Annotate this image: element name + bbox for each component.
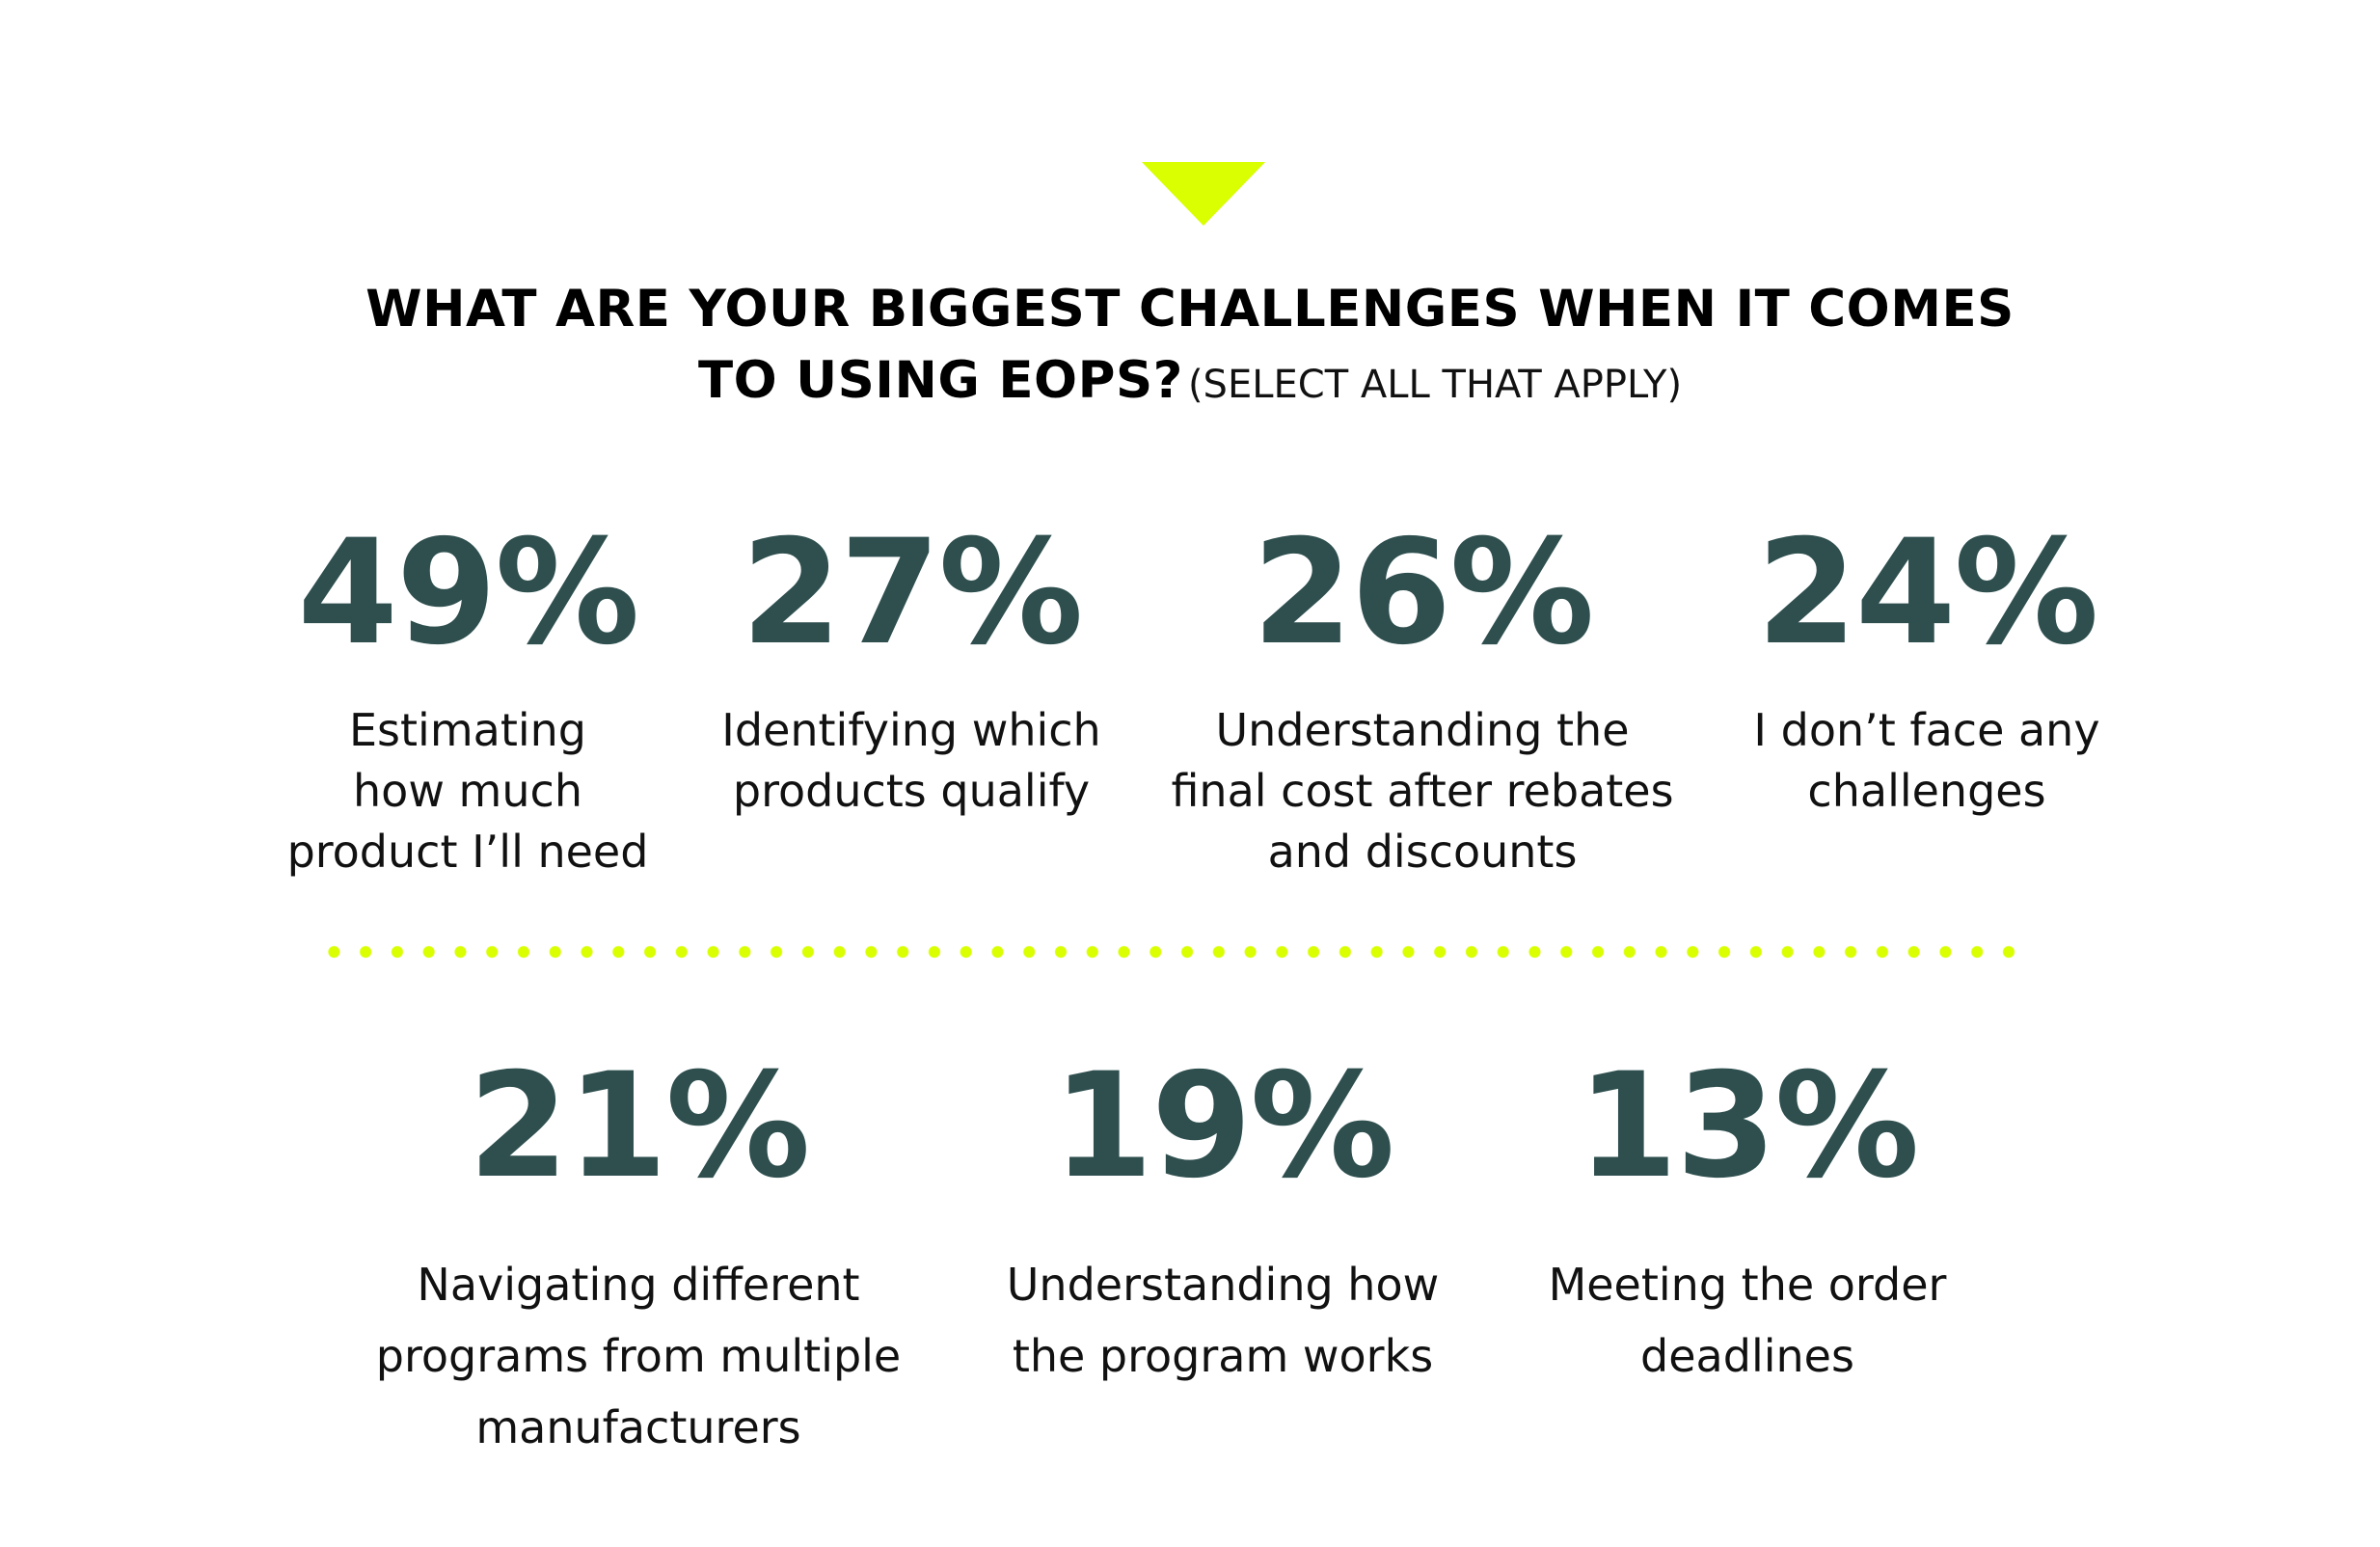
question-title-continued: TO USING EOPS? (SELECT ALL THAT APPLY) <box>0 351 2380 410</box>
question-line-2: TO USING EOPS? <box>697 351 1183 410</box>
stat-label: Meeting the order deadlines <box>1548 1259 1947 1382</box>
stat-final-cost: 26% Understanding the final cost after r… <box>1171 521 1673 882</box>
stat-label: Understanding how the program works <box>1006 1259 1440 1382</box>
stat-percent: 26% <box>1252 509 1594 677</box>
stat-percent: 49% <box>297 509 639 677</box>
stat-label: Identifying which products qualify <box>721 704 1101 817</box>
stat-label: Estimating how much product I’ll need <box>286 704 649 878</box>
stat-how-it-works: 19% Understanding how the program works <box>1007 1054 1439 1392</box>
stat-estimating: 49% Estimating how much product I’ll nee… <box>287 521 649 882</box>
stat-navigating: 21% Navigating different programs from m… <box>376 1054 901 1463</box>
stat-percent: 21% <box>468 1043 810 1210</box>
stat-no-challenges: 24% I don’t face any challenges <box>1753 521 2099 822</box>
question-line-1: WHAT ARE YOUR BIGGEST CHALLENGES WHEN IT… <box>365 280 2015 339</box>
stat-label: Understanding the final cost after rebat… <box>1171 704 1674 878</box>
question-title: WHAT ARE YOUR BIGGEST CHALLENGES WHEN IT… <box>0 280 2380 339</box>
dotted-divider <box>318 945 2025 959</box>
stat-deadlines: 13% Meeting the order deadlines <box>1549 1054 1947 1392</box>
triangle-marker-icon <box>1142 162 1265 226</box>
stat-percent: 27% <box>741 509 1083 677</box>
stat-percent: 24% <box>1756 509 2098 677</box>
stat-label: Navigating different programs from multi… <box>375 1259 902 1453</box>
stat-percent: 13% <box>1577 1043 1919 1210</box>
stat-identifying: 27% Identifying which products qualify <box>721 521 1100 822</box>
stat-percent: 19% <box>1052 1043 1394 1210</box>
stat-label: I don’t face any challenges <box>1753 704 2100 817</box>
question-note: (SELECT ALL THAT APPLY) <box>1187 363 1683 407</box>
